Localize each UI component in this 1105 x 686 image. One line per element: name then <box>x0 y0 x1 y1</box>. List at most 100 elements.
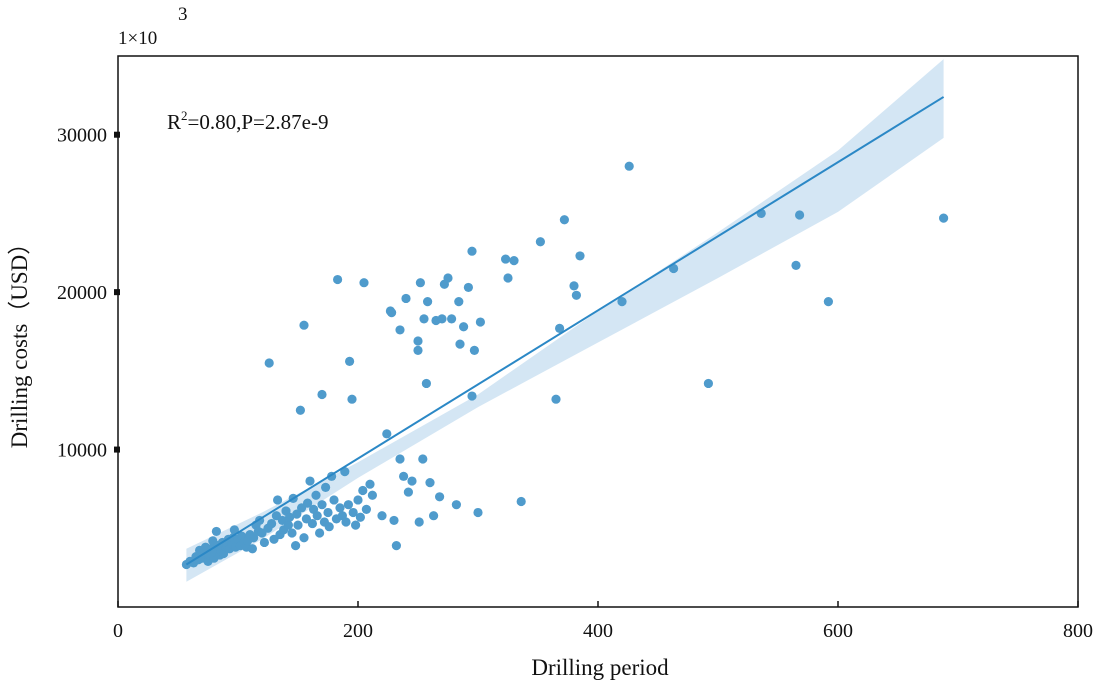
y-multiplier-exponent: 3 <box>178 4 188 25</box>
data-point <box>355 512 365 522</box>
x-axis-title: Drilling period <box>531 655 669 680</box>
data-point <box>555 323 565 333</box>
data-point <box>703 378 714 389</box>
x-tick-label: 400 <box>583 620 613 642</box>
data-point <box>459 322 469 332</box>
data-point <box>382 429 392 439</box>
data-point <box>321 482 331 492</box>
data-point <box>324 522 334 532</box>
x-tick-label: 0 <box>113 620 123 642</box>
y-multiplier-base: 1×10 <box>118 28 157 49</box>
data-point <box>259 537 269 548</box>
data-point <box>303 498 313 508</box>
data-point <box>377 511 387 521</box>
data-point <box>287 528 297 538</box>
data-point <box>475 317 485 327</box>
data-point <box>413 345 423 355</box>
y-tick <box>114 289 120 296</box>
data-point <box>795 210 805 220</box>
y-axis: 10000 20000 30000 <box>57 125 120 462</box>
data-point <box>348 507 358 518</box>
x-axis: 0 200 400 600 800 <box>113 601 1093 642</box>
confidence-band <box>186 59 944 582</box>
data-point <box>395 454 405 464</box>
data-point <box>273 495 283 505</box>
data-point <box>317 389 327 400</box>
data-point <box>463 282 473 293</box>
data-point <box>418 454 428 464</box>
data-point <box>391 541 401 551</box>
stat-annotation: R2=0.80,P=2.87e-9 <box>167 108 328 134</box>
y-tick-label: 30000 <box>57 125 107 147</box>
data-point <box>551 394 561 404</box>
stat-values: =0.80,P=2.87e-9 <box>188 110 329 134</box>
data-point <box>211 526 221 537</box>
data-point <box>343 500 353 510</box>
plot-area <box>181 59 949 582</box>
data-point <box>299 533 309 543</box>
data-point <box>293 520 303 530</box>
data-point <box>435 492 445 502</box>
stat-r-label: R <box>167 110 181 134</box>
x-tick-label: 800 <box>1063 620 1093 642</box>
regression-line <box>185 96 945 566</box>
data-point <box>575 251 585 261</box>
data-point <box>413 336 423 346</box>
data-point <box>312 511 322 521</box>
data-point <box>617 296 627 307</box>
data-point <box>359 278 369 288</box>
y-tick <box>114 131 120 138</box>
data-point <box>454 296 464 307</box>
data-point <box>291 541 301 551</box>
data-point <box>399 471 409 481</box>
data-point <box>467 391 477 401</box>
data-point <box>267 518 277 529</box>
data-point <box>939 213 949 223</box>
data-point <box>283 520 293 530</box>
data-point <box>329 495 339 505</box>
y-tick-label: 20000 <box>57 282 107 304</box>
data-point <box>473 507 483 518</box>
data-point <box>407 476 417 486</box>
data-point <box>365 479 375 489</box>
data-point <box>389 515 399 526</box>
data-point <box>443 273 453 283</box>
data-point <box>361 504 371 514</box>
data-point <box>311 490 321 500</box>
stat-r-superscript: 2 <box>181 108 188 123</box>
data-point <box>423 296 433 307</box>
data-point <box>264 358 274 368</box>
data-point <box>340 467 350 477</box>
data-point <box>419 314 429 324</box>
data-point <box>295 405 305 415</box>
data-point <box>421 378 431 389</box>
data-point <box>425 478 435 488</box>
data-point <box>247 544 257 554</box>
data-point <box>469 345 479 355</box>
data-point <box>447 314 457 324</box>
data-point <box>341 517 351 527</box>
data-point <box>351 520 361 530</box>
data-point <box>535 237 546 247</box>
data-point <box>791 260 801 270</box>
data-point <box>305 476 315 486</box>
y-tick-label: 10000 <box>57 440 107 462</box>
data-point <box>347 394 357 404</box>
data-point <box>624 161 634 171</box>
data-point <box>401 293 411 304</box>
data-point <box>353 495 363 505</box>
data-point <box>285 512 295 522</box>
data-point <box>455 339 465 349</box>
data-point <box>323 507 333 518</box>
data-point <box>509 256 519 266</box>
data-point <box>415 278 425 288</box>
data-point <box>569 281 579 291</box>
data-point <box>437 314 447 324</box>
data-point <box>229 525 239 535</box>
data-point <box>403 487 413 497</box>
data-point <box>823 296 834 307</box>
data-point <box>249 533 259 543</box>
data-point <box>571 290 582 300</box>
data-point <box>501 254 511 264</box>
data-point <box>395 325 405 335</box>
